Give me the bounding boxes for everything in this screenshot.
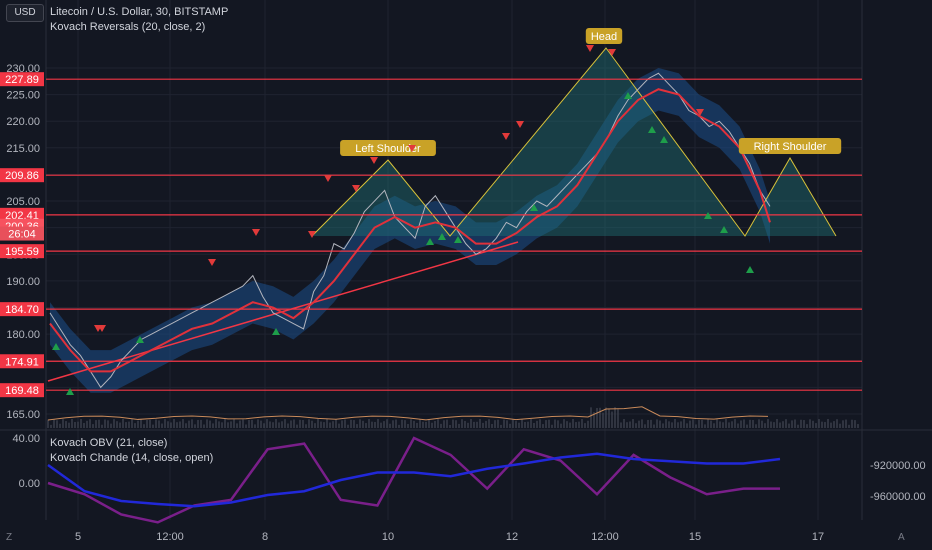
pattern-fill (312, 48, 836, 236)
reversal-up-arrow (530, 204, 538, 211)
pattern-label: Right Shoulder (754, 141, 827, 153)
reversal-down-arrow (502, 133, 510, 140)
sub-right-tick: -960000.00 (870, 491, 926, 503)
price-label: 174.91 (5, 356, 39, 368)
reversal-down-arrow (408, 145, 416, 152)
chande-label: Kovach Chande (14, close, open) (50, 452, 214, 464)
price-label-bg (0, 383, 44, 398)
chart-title: Litecoin / U.S. Dollar, 30, BITSTAMP (50, 6, 229, 18)
x-tick-label: 12:00 (591, 531, 619, 543)
y-tick-label: 180.00 (6, 329, 40, 341)
x-tick-label: 8 (262, 531, 268, 543)
reversal-down-arrow (308, 231, 316, 238)
reversal-up-arrow (746, 266, 754, 273)
price-label: 209.86 (5, 170, 39, 182)
reversal-up-arrow (454, 236, 462, 243)
reversal-down-arrow (208, 259, 216, 266)
pattern-label: Head (591, 31, 617, 43)
sub-right-tick: -920000.00 (870, 460, 926, 472)
trend-line (47, 241, 519, 382)
volatility-band (50, 67, 770, 393)
auto-scale-button[interactable]: A (898, 532, 905, 543)
pattern-label: Left Shoulder (355, 143, 421, 155)
price-label: 169.48 (5, 385, 39, 397)
price-label: 26:04 (8, 229, 36, 241)
x-tick-label: 17 (812, 531, 824, 543)
obv-label: Kovach OBV (21, close) (50, 437, 168, 449)
reversal-down-arrow (352, 185, 360, 192)
reversal-down-arrow (516, 121, 524, 128)
y-tick-label: 230.00 (6, 63, 40, 75)
sub-left-tick: 0.00 (19, 478, 40, 490)
reversal-up-arrow (426, 238, 434, 245)
reversal-down-arrow (608, 49, 616, 56)
reversal-up-arrow (52, 343, 60, 350)
sub-left-tick: 40.00 (12, 433, 40, 445)
price-label-bg (0, 72, 44, 87)
reversal-up-arrow (648, 126, 656, 133)
price-label-bg (0, 168, 44, 183)
y-tick-label: 215.00 (6, 143, 40, 155)
y-tick-label: 220.00 (6, 116, 40, 128)
x-tick-label: 12 (506, 531, 518, 543)
price-label-bg (0, 354, 44, 369)
price-label: 184.70 (5, 304, 39, 316)
price-label-bg (0, 226, 44, 241)
currency-button[interactable]: USD (6, 4, 44, 22)
price-label-bg (0, 207, 44, 222)
reversal-down-arrow (324, 175, 332, 182)
indicator-label: Kovach Reversals (20, close, 2) (50, 21, 206, 33)
pattern-label-bg (585, 28, 623, 44)
y-tick-label: 205.00 (6, 196, 40, 208)
reversal-down-arrow (370, 157, 378, 164)
y-tick-label: 225.00 (6, 90, 40, 102)
obv-line (47, 452, 781, 508)
x-tick-label: 10 (382, 531, 394, 543)
moving-average-line (49, 88, 771, 373)
reversal-down-arrow (252, 229, 260, 236)
y-tick-label: 165.00 (6, 409, 40, 421)
reversal-up-arrow (660, 136, 668, 143)
volume-ma-line (47, 406, 769, 421)
reversal-down-arrow (586, 45, 594, 52)
x-tick-label: 5 (75, 531, 81, 543)
chande-line (47, 436, 780, 524)
reversal-up-arrow (624, 92, 632, 99)
reversal-up-arrow (66, 388, 74, 395)
price-label-bg (0, 244, 44, 259)
reversal-up-arrow (438, 233, 446, 240)
reversal-up-arrow (272, 328, 280, 335)
price-label-bg (0, 302, 44, 317)
price-line (49, 72, 771, 389)
reversal-down-arrow (98, 325, 106, 332)
reversal-up-arrow (136, 336, 144, 343)
price-label: 195.59 (5, 246, 39, 258)
price-label: 227.89 (5, 74, 39, 86)
pattern-label-bg (738, 138, 842, 154)
y-tick-label: 190.00 (6, 276, 40, 288)
x-tick-label: 15 (689, 531, 701, 543)
pattern-label-bg (340, 140, 436, 156)
reversal-up-arrow (704, 212, 712, 219)
reversal-down-arrow (696, 109, 704, 116)
reversal-up-arrow (720, 226, 728, 233)
pattern-outline (311, 47, 837, 237)
timezone-button[interactable]: Z (6, 532, 13, 543)
x-tick-label: 12:00 (156, 531, 184, 543)
